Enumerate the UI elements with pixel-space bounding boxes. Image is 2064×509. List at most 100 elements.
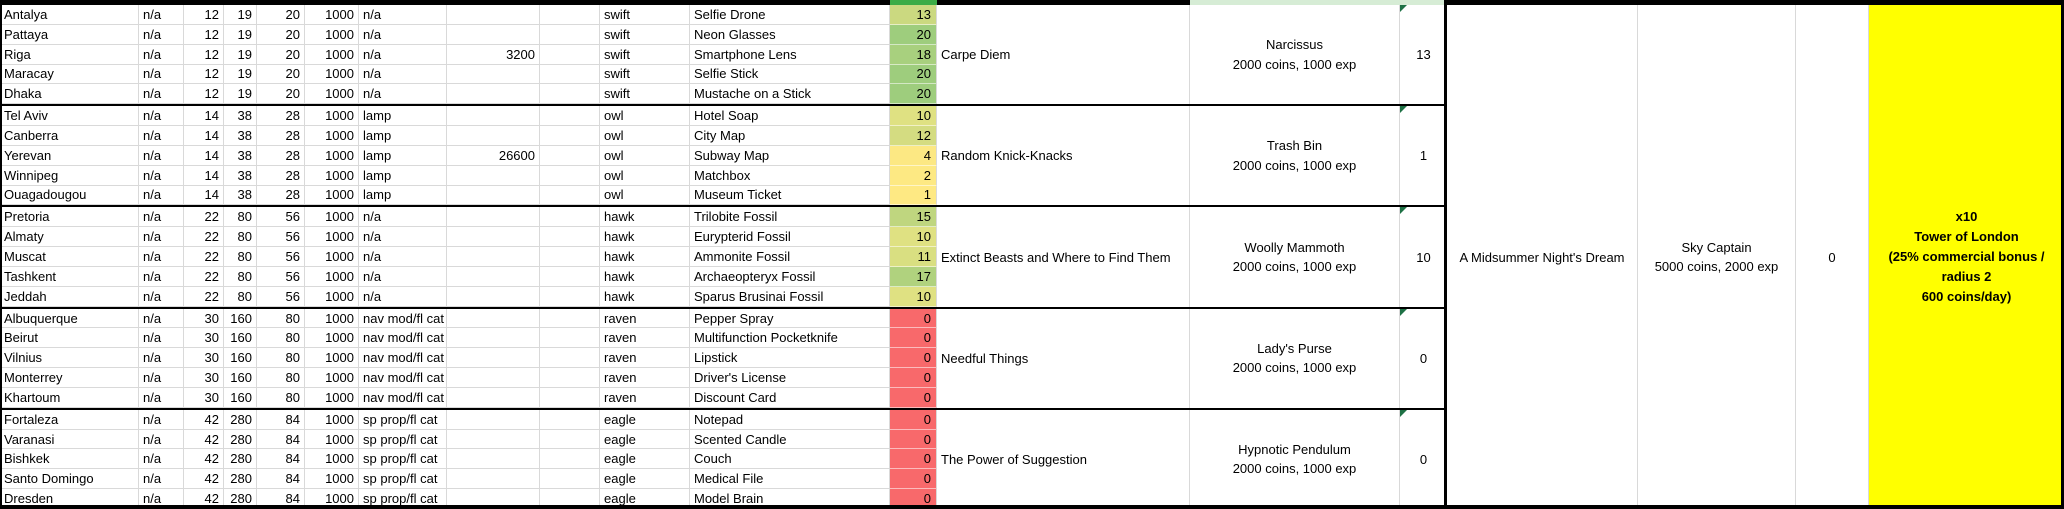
- cell-city[interactable]: Winnipeg: [0, 165, 139, 186]
- cell-collection-count[interactable]: 10: [1400, 207, 1447, 306]
- cell-plane[interactable]: swift: [600, 64, 690, 85]
- cell-num3[interactable]: 28: [257, 106, 305, 127]
- cell-item-count[interactable]: 20: [890, 84, 937, 105]
- cell-plane[interactable]: hawk: [600, 266, 690, 287]
- cell-item-count[interactable]: 4: [890, 145, 937, 166]
- cell-na[interactable]: n/a: [139, 64, 184, 85]
- cell-num4[interactable]: 1000: [305, 145, 359, 166]
- cell-plane[interactable]: owl: [600, 145, 690, 166]
- cell-blank[interactable]: [540, 185, 600, 206]
- cell-na[interactable]: n/a: [139, 469, 184, 490]
- cell-num2[interactable]: 80: [224, 207, 257, 228]
- cell-blank[interactable]: [540, 165, 600, 186]
- cell-num4[interactable]: 1000: [305, 227, 359, 248]
- cell-num3[interactable]: 28: [257, 145, 305, 166]
- cell-na[interactable]: n/a: [139, 449, 184, 470]
- cell-mod[interactable]: n/a: [359, 44, 447, 65]
- cell-item-count[interactable]: 0: [890, 387, 937, 408]
- cell-na[interactable]: n/a: [139, 266, 184, 287]
- cell-city[interactable]: Almaty: [0, 227, 139, 248]
- cell-city[interactable]: Khartoum: [0, 387, 139, 408]
- cell-city[interactable]: Antalya: [0, 5, 139, 25]
- cell-num3[interactable]: 56: [257, 247, 305, 267]
- cell-city[interactable]: Tashkent: [0, 266, 139, 287]
- cell-collection-name[interactable]: Random Knick-Knacks: [937, 106, 1190, 206]
- cell-num2[interactable]: 80: [224, 266, 257, 287]
- cell-num2[interactable]: 160: [224, 328, 257, 349]
- cell-plane[interactable]: eagle: [600, 409, 690, 430]
- cell-num1[interactable]: 12: [184, 24, 224, 45]
- cell-num1[interactable]: 42: [184, 429, 224, 450]
- cell-blank[interactable]: [540, 5, 600, 25]
- cell-num4[interactable]: 1000: [305, 44, 359, 65]
- cell-num1[interactable]: 30: [184, 308, 224, 329]
- cell-blank[interactable]: [540, 145, 600, 166]
- cell-num1[interactable]: 30: [184, 368, 224, 388]
- cell-reward[interactable]: Woolly Mammoth 2000 coins, 1000 exp: [1190, 207, 1400, 307]
- cell-item-count[interactable]: 0: [890, 348, 937, 369]
- cell-price[interactable]: [447, 247, 540, 267]
- cell-num4[interactable]: 1000: [305, 64, 359, 85]
- cell-item[interactable]: City Map: [690, 126, 890, 146]
- cell-num4[interactable]: 1000: [305, 469, 359, 490]
- cell-mod[interactable]: n/a: [359, 84, 447, 105]
- cell-num4[interactable]: 1000: [305, 185, 359, 206]
- cell-price[interactable]: [447, 266, 540, 287]
- cell-price[interactable]: [447, 227, 540, 248]
- cell-na[interactable]: n/a: [139, 348, 184, 369]
- cell-item[interactable]: Multifunction Pocketknife: [690, 328, 890, 349]
- cell-city[interactable]: Varanasi: [0, 429, 139, 450]
- cell-num3[interactable]: 80: [257, 387, 305, 408]
- cell-city[interactable]: Bishkek: [0, 449, 139, 470]
- cell-num3[interactable]: 20: [257, 84, 305, 105]
- cell-mod[interactable]: n/a: [359, 247, 447, 267]
- cell-na[interactable]: n/a: [139, 145, 184, 166]
- cell-num4[interactable]: 1000: [305, 429, 359, 450]
- cell-plane[interactable]: owl: [600, 165, 690, 186]
- cell-mod[interactable]: n/a: [359, 266, 447, 287]
- cell-blank[interactable]: [540, 387, 600, 408]
- cell-num2[interactable]: 280: [224, 449, 257, 470]
- cell-plane[interactable]: swift: [600, 24, 690, 45]
- cell-plane[interactable]: swift: [600, 44, 690, 65]
- cell-plane[interactable]: hawk: [600, 227, 690, 248]
- cell-num4[interactable]: 1000: [305, 84, 359, 105]
- cell-na[interactable]: n/a: [139, 207, 184, 228]
- cell-item[interactable]: Couch: [690, 449, 890, 470]
- cell-num2[interactable]: 160: [224, 348, 257, 369]
- cell-collection-name[interactable]: The Power of Suggestion: [937, 409, 1190, 509]
- cell-price[interactable]: [447, 328, 540, 349]
- cell-blank[interactable]: [540, 368, 600, 388]
- cell-num2[interactable]: 38: [224, 145, 257, 166]
- cell-price[interactable]: 3200: [447, 44, 540, 65]
- cell-num3[interactable]: 28: [257, 185, 305, 206]
- cell-price[interactable]: [447, 207, 540, 228]
- cell-blank[interactable]: [540, 348, 600, 369]
- cell-num1[interactable]: 12: [184, 44, 224, 65]
- cell-city[interactable]: Maracay: [0, 64, 139, 85]
- cell-na[interactable]: n/a: [139, 84, 184, 105]
- cell-price[interactable]: [447, 368, 540, 388]
- cell-blank[interactable]: [540, 227, 600, 248]
- cell-num3[interactable]: 28: [257, 165, 305, 186]
- cell-blank[interactable]: [540, 469, 600, 490]
- cell-price[interactable]: [447, 308, 540, 329]
- cell-item-count[interactable]: 10: [890, 106, 937, 127]
- cell-mod[interactable]: sp prop/fl cat: [359, 449, 447, 470]
- cell-city[interactable]: Fortaleza: [0, 409, 139, 430]
- cell-city[interactable]: Jeddah: [0, 286, 139, 307]
- cell-city[interactable]: Pattaya: [0, 24, 139, 45]
- cell-num2[interactable]: 80: [224, 286, 257, 307]
- cell-plane[interactable]: hawk: [600, 286, 690, 307]
- cell-mega-collection-name[interactable]: A Midsummer Night's Dream: [1447, 5, 1637, 509]
- cell-num1[interactable]: 14: [184, 145, 224, 166]
- cell-blank[interactable]: [540, 409, 600, 430]
- cell-num4[interactable]: 1000: [305, 387, 359, 408]
- cell-num2[interactable]: 280: [224, 469, 257, 490]
- cell-num2[interactable]: 160: [224, 387, 257, 408]
- cell-na[interactable]: n/a: [139, 308, 184, 329]
- cell-item[interactable]: Notepad: [690, 409, 890, 430]
- cell-num4[interactable]: 1000: [305, 24, 359, 45]
- cell-item[interactable]: Ammonite Fossil: [690, 247, 890, 267]
- cell-na[interactable]: n/a: [139, 429, 184, 450]
